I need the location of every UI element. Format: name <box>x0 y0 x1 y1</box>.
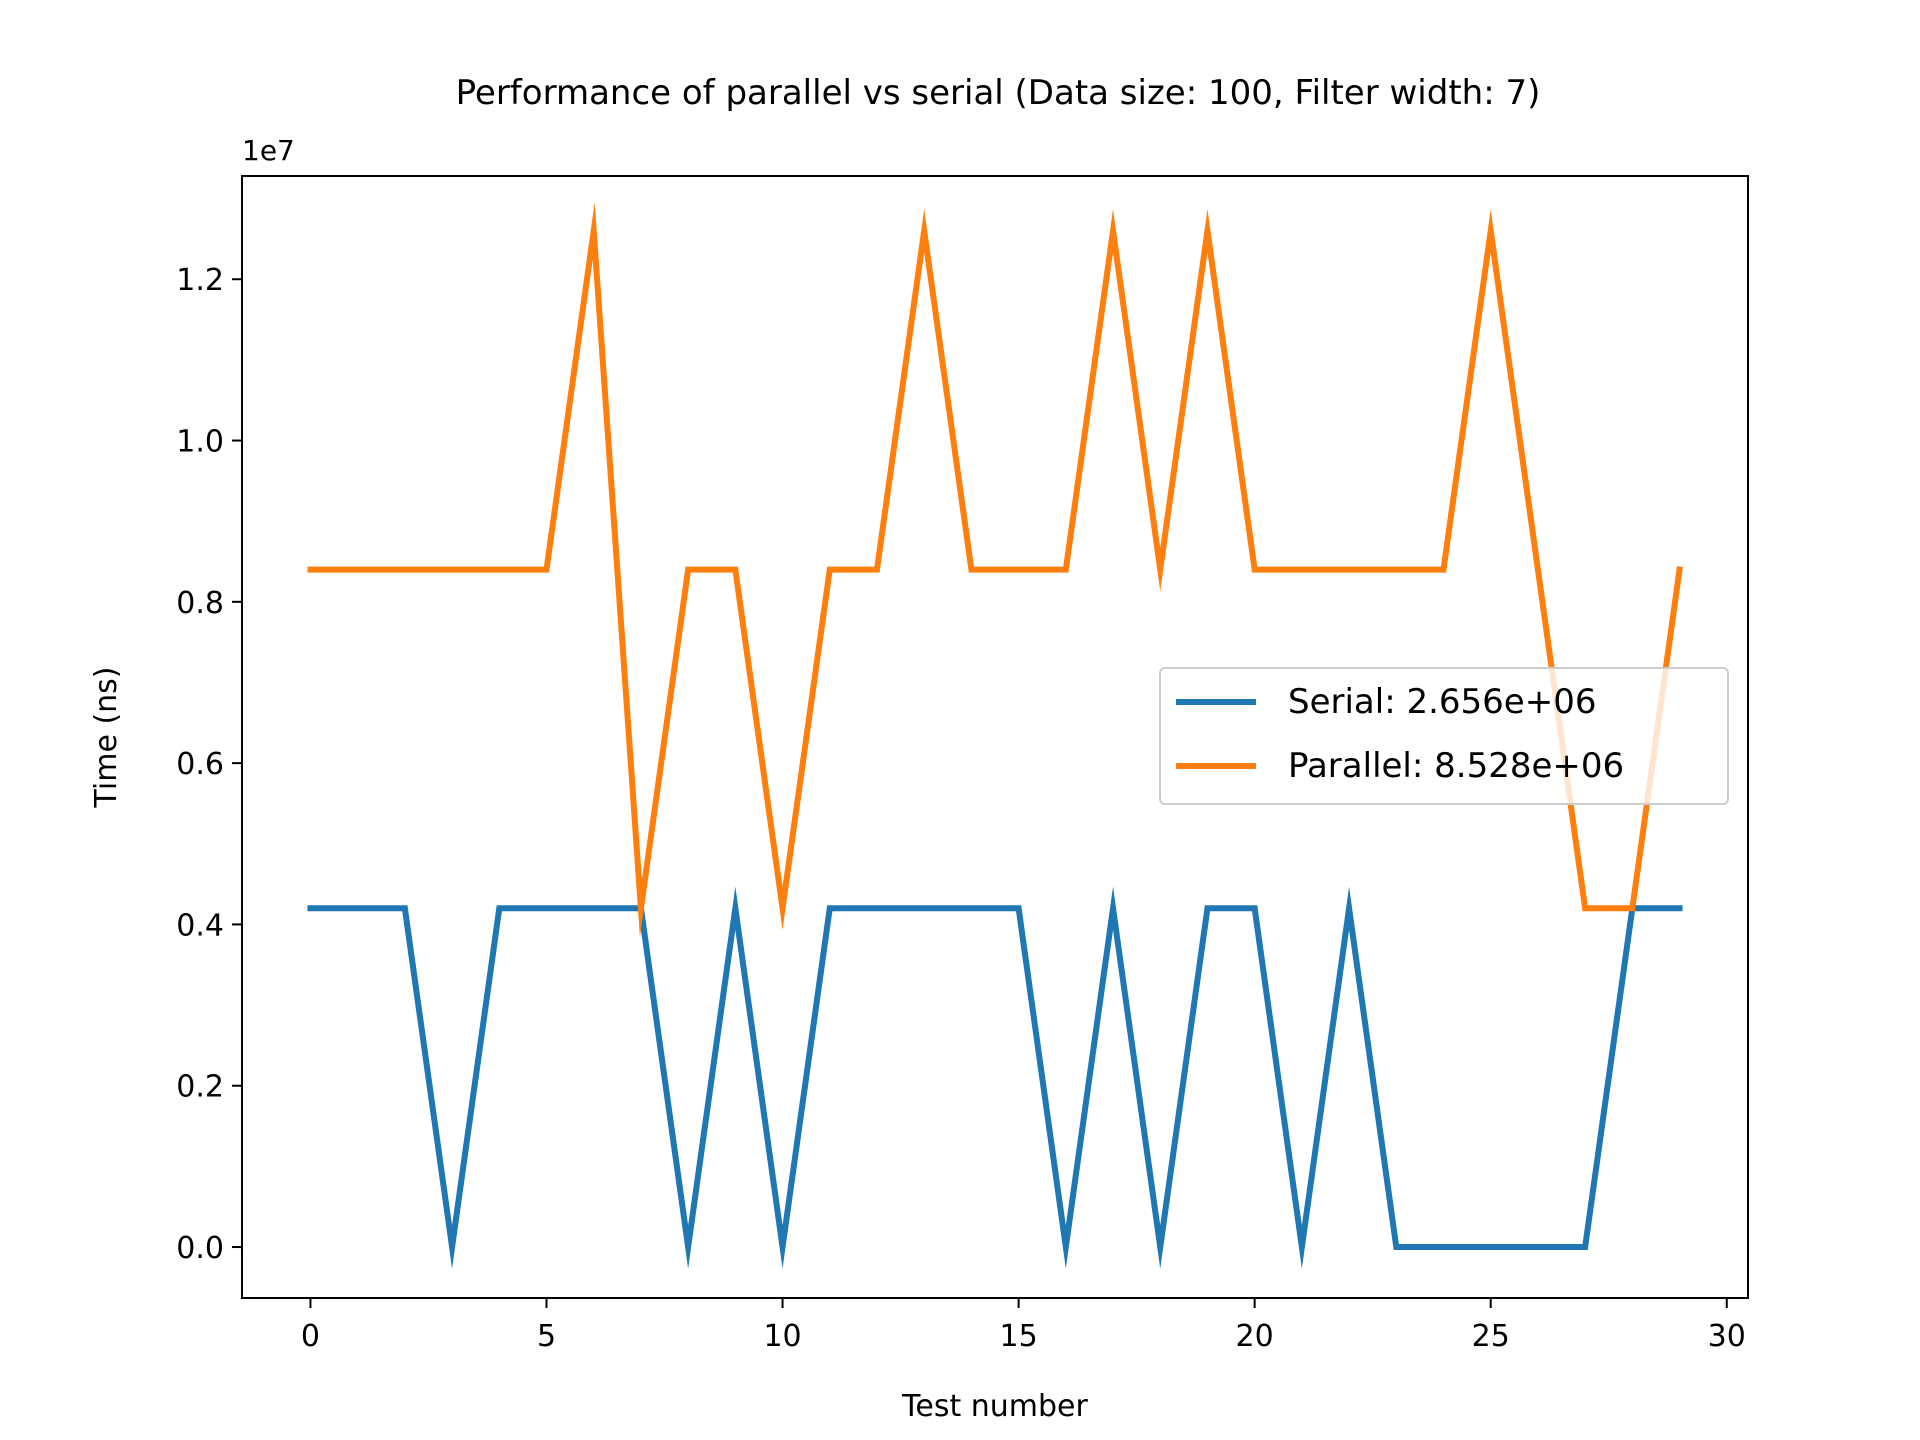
legend-box <box>1159 667 1729 805</box>
y-tick-label: 0.0 <box>176 1231 224 1266</box>
x-axis-ticks: 0 5 10 15 20 25 30 <box>301 1298 1746 1354</box>
x-axis-label: Test number <box>901 1389 1088 1424</box>
y-tick-label: 0.8 <box>176 586 224 621</box>
y-tick-label: 0.4 <box>176 908 224 943</box>
x-tick-label: 5 <box>537 1319 556 1354</box>
y-tick-label: 1.0 <box>176 425 224 460</box>
y-tick-label: 0.6 <box>176 747 224 782</box>
chart-title: Performance of parallel vs serial (Data … <box>456 73 1541 113</box>
y-axis-offset-label: 1e7 <box>242 134 295 167</box>
x-tick-label: 30 <box>1708 1319 1746 1354</box>
x-tick-label: 20 <box>1236 1319 1274 1354</box>
axes-frame <box>241 175 1749 1299</box>
legend-label-1: Parallel: 8.528e+06 <box>1288 746 1624 786</box>
y-tick-label: 1.2 <box>176 263 224 298</box>
legend: Serial: 2.656e+06 Parallel: 8.528e+06 <box>1159 667 1729 805</box>
legend-label-0: Serial: 2.656e+06 <box>1288 682 1596 722</box>
y-axis-label: Time (ns) <box>89 666 124 808</box>
y-axis-ticks: 0.0 0.2 0.4 0.6 0.8 1.0 1.2 <box>176 263 242 1266</box>
series-line-0 <box>307 886 1683 1269</box>
x-tick-label: 10 <box>763 1319 801 1354</box>
x-tick-label: 15 <box>1000 1319 1038 1354</box>
series-lines <box>307 201 1683 1269</box>
x-tick-label: 0 <box>301 1319 320 1354</box>
y-tick-label: 0.2 <box>176 1070 224 1105</box>
x-tick-label: 25 <box>1472 1319 1510 1354</box>
series-line-1 <box>307 201 1683 938</box>
